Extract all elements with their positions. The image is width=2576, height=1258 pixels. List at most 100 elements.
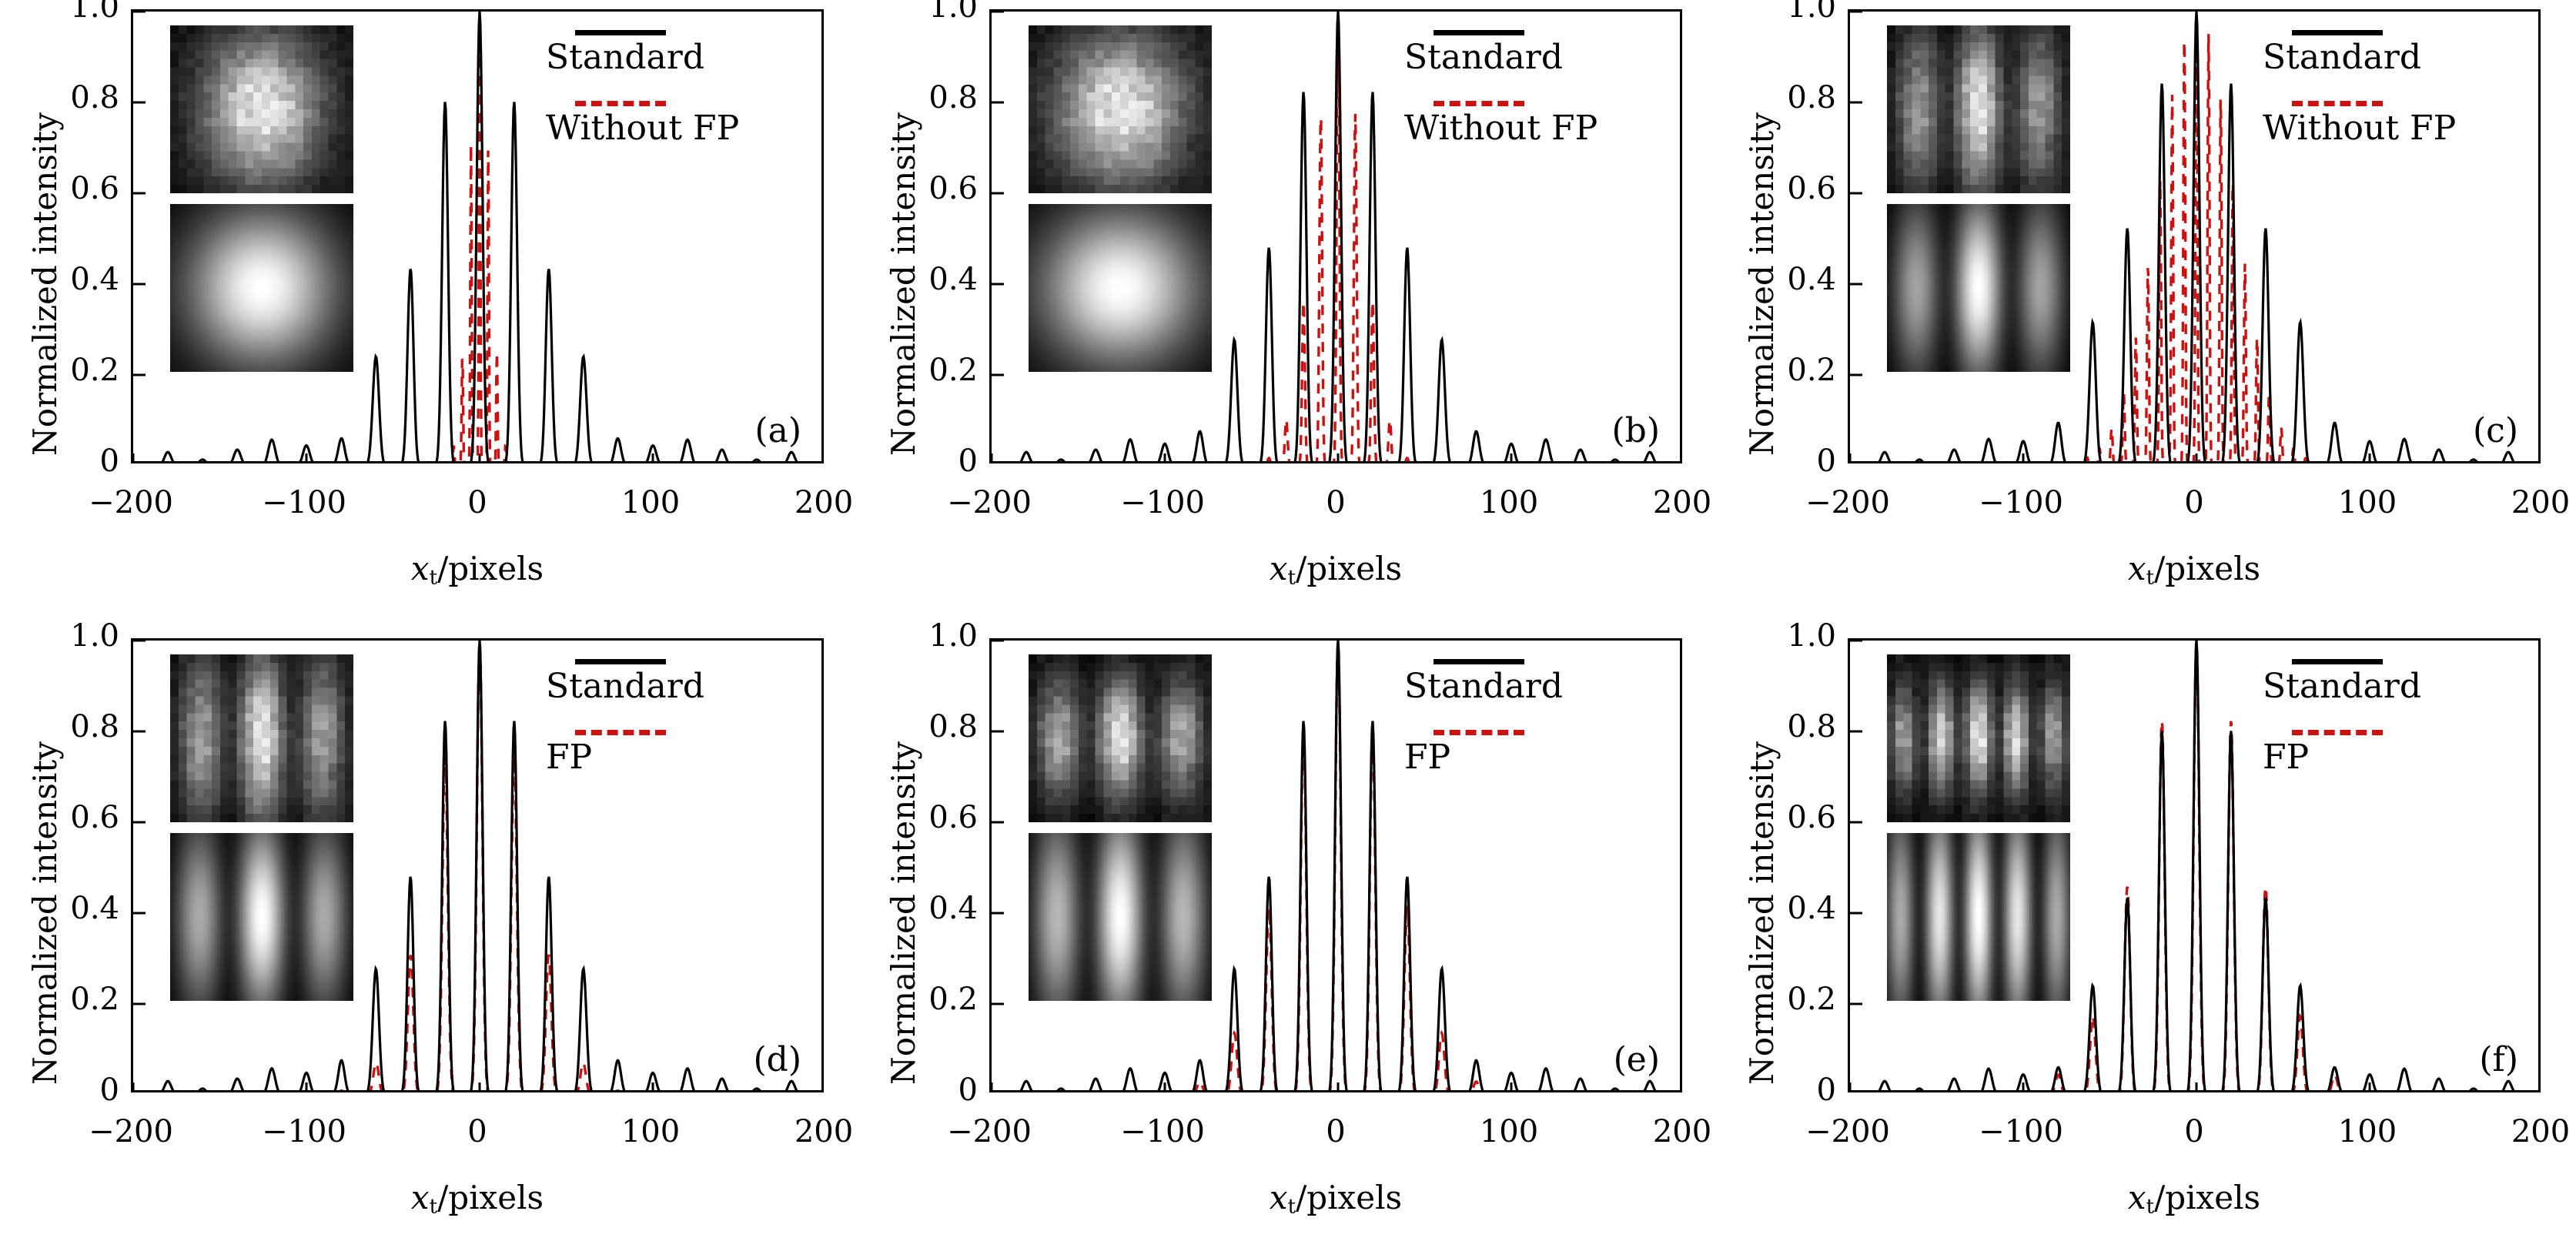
x-axis-label-subscript: t xyxy=(2146,1195,2155,1219)
y-tick-label: 1.0 xyxy=(1787,0,1836,25)
y-tick-label: 0 xyxy=(958,1072,978,1108)
x-axis-label-variable: x xyxy=(1269,550,1288,587)
simulated-intensity-inset-canvas xyxy=(1029,204,1212,372)
x-axis-label: xt/pixels xyxy=(989,550,1682,590)
legend-label: FP xyxy=(1404,738,1451,777)
x-axis-label-units: /pixels xyxy=(1296,550,1403,587)
measured-speckle-inset-canvas xyxy=(1029,25,1212,193)
x-tick-label: 0 xyxy=(2184,1114,2204,1149)
simulated-intensity-inset-canvas xyxy=(1887,833,2070,1001)
x-axis-label-subscript: t xyxy=(2146,566,2155,590)
x-tick-label: 200 xyxy=(1652,1114,1712,1149)
legend-entry-fp: FP xyxy=(2263,722,2517,793)
y-tick-label: 0.6 xyxy=(928,800,978,835)
plot-area: Standard FP (e) xyxy=(989,638,1682,1092)
legend-swatch-dashed xyxy=(2292,730,2383,735)
legend-swatch-dashed xyxy=(2292,101,2383,106)
simulated-intensity-inset xyxy=(1029,204,1212,372)
y-tick-label: 0 xyxy=(1816,1072,1836,1108)
y-tick-label: 0.6 xyxy=(1787,171,1836,206)
y-tick-label: 0 xyxy=(99,1072,119,1108)
x-tick-label: 0 xyxy=(467,485,487,520)
y-tick-label: 0 xyxy=(958,443,978,479)
legend-label: Without FP xyxy=(1404,109,1598,148)
y-tick-label: 0.4 xyxy=(70,262,119,297)
legend-entry-fp: FP xyxy=(1404,722,1658,793)
x-tick-label: −100 xyxy=(1120,1114,1205,1149)
curves-svg xyxy=(1850,12,2515,461)
panel-b: Normalized intensity 0 0.2 0.4 0.6 0.8 1.0 −200… xyxy=(858,0,1717,629)
curves-svg xyxy=(992,12,1657,461)
plot-area: Standard FP (f) xyxy=(1848,638,2541,1092)
y-tick-label: 0.4 xyxy=(70,891,119,926)
y-tick-label: 1.0 xyxy=(70,618,119,654)
y-tick-label: 0.2 xyxy=(1787,353,1836,388)
y-tick-label: 1.0 xyxy=(928,0,978,25)
x-axis-label: xt/pixels xyxy=(989,1179,1682,1219)
legend-entry-fp: FP xyxy=(546,722,800,793)
series-standard xyxy=(161,12,798,461)
curves-svg xyxy=(133,641,798,1090)
plot-area: Standard Without FP (a) xyxy=(131,9,824,463)
y-tick-label: 1.0 xyxy=(1787,618,1836,654)
legend-label: Standard xyxy=(2263,667,2421,706)
measured-speckle-inset xyxy=(1887,654,2070,822)
x-tick-label: 100 xyxy=(1479,1114,1539,1149)
legend-label: Without FP xyxy=(2263,109,2457,148)
legend-label: Standard xyxy=(546,38,704,77)
simulated-intensity-inset-canvas xyxy=(170,204,353,372)
simulated-intensity-inset-canvas xyxy=(1029,833,1212,1001)
legend: Standard Without FP xyxy=(1404,22,1658,164)
x-tick-label: −200 xyxy=(1805,485,1890,520)
legend-label: Standard xyxy=(1404,667,1563,706)
y-tick-label: 0.8 xyxy=(1787,709,1836,744)
simulated-intensity-inset-canvas xyxy=(1887,204,2070,372)
legend-label: Standard xyxy=(546,667,704,706)
x-tick-label: 0 xyxy=(467,1114,487,1149)
curves-svg xyxy=(992,641,1657,1090)
simulated-intensity-inset xyxy=(1029,833,1212,1001)
y-tick-label: 0.6 xyxy=(1787,800,1836,835)
x-tick-label: 0 xyxy=(1326,485,1346,520)
series-standard xyxy=(1019,12,1657,461)
x-axis-label-subscript: t xyxy=(429,1195,438,1219)
x-axis-label-variable: x xyxy=(2127,550,2146,587)
simulated-intensity-inset-canvas xyxy=(170,833,353,1001)
x-axis-label: xt/pixels xyxy=(131,550,824,590)
x-axis-label-variable: x xyxy=(410,1179,430,1216)
simulated-intensity-inset xyxy=(1887,833,2070,1001)
legend-swatch-dashed xyxy=(1434,101,1524,106)
x-axis-label-subscript: t xyxy=(429,566,438,590)
measured-speckle-inset-canvas xyxy=(1029,654,1212,822)
curves-svg xyxy=(1850,641,2515,1090)
legend-swatch-dashed xyxy=(575,730,666,735)
legend: Standard FP xyxy=(1404,651,1658,793)
measured-speckle-inset xyxy=(1029,654,1212,822)
panel-label: (a) xyxy=(754,411,801,450)
x-tick-label: 100 xyxy=(2337,1114,2397,1149)
y-tick-label: 0.4 xyxy=(928,891,978,926)
x-tick-label: −100 xyxy=(1979,1114,2063,1149)
x-tick-label: 100 xyxy=(621,1114,681,1149)
y-tick-label: 0.8 xyxy=(928,709,978,744)
legend-label: FP xyxy=(546,738,593,777)
y-tick-label: 0 xyxy=(99,443,119,479)
panel-label: (b) xyxy=(1611,411,1661,450)
legend-swatch-solid xyxy=(575,659,666,664)
x-tick-label: 200 xyxy=(2511,1114,2571,1149)
x-tick-label: −200 xyxy=(947,1114,1032,1149)
y-tick-label: 0.2 xyxy=(70,982,119,1017)
legend-entry-without-fp: Without FP xyxy=(1404,93,1658,164)
x-tick-label: 100 xyxy=(2337,485,2397,520)
y-tick-label: 0.4 xyxy=(1787,262,1836,297)
legend-swatch-solid xyxy=(575,30,666,35)
legend: Standard Without FP xyxy=(2263,22,2517,164)
measured-speckle-inset xyxy=(1887,25,2070,193)
panel-c: Normalized intensity 0 0.2 0.4 0.6 0.8 1.0 −200… xyxy=(1717,0,2575,629)
simulated-intensity-inset xyxy=(170,833,353,1001)
panel-f: Normalized intensity 0 0.2 0.4 0.6 0.8 1.0 −200… xyxy=(1717,618,2575,1258)
legend-entry-standard: Standard xyxy=(1404,651,1658,722)
x-axis-label-units: /pixels xyxy=(437,1179,544,1216)
y-tick-label: 0.6 xyxy=(928,171,978,206)
x-tick-label: 100 xyxy=(1479,485,1539,520)
